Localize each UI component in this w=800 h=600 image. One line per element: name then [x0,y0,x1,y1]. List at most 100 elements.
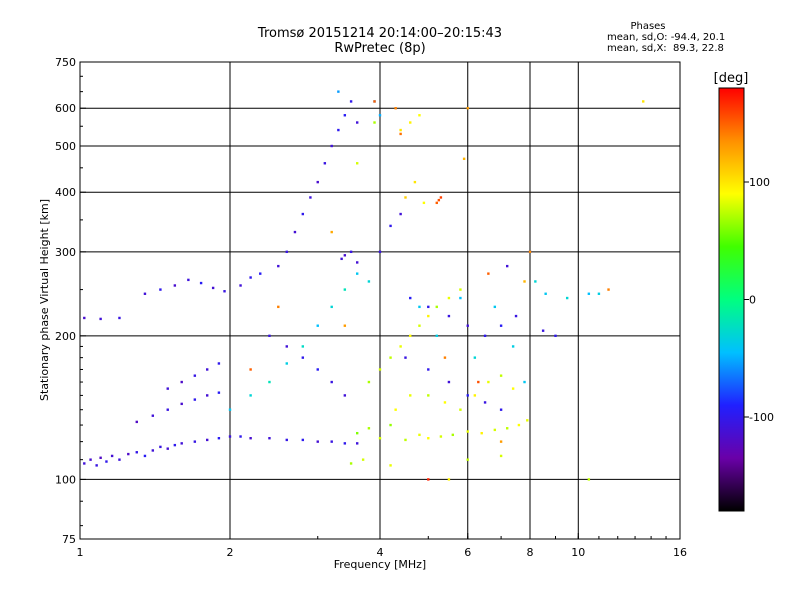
data-point [427,478,430,481]
chart-title: Tromsø 20151214 20:14:00–20:15:43 [257,26,503,41]
data-point [239,284,242,287]
data-point [409,334,412,338]
data-point [268,437,271,440]
data-point [355,431,359,435]
y-tick-label: 100 [55,473,76,486]
colorbar-label: [deg] [714,71,749,86]
data-point [355,442,359,445]
colorbar-gradient [718,87,745,512]
data-point [330,380,333,384]
data-point [447,314,451,318]
data-point [268,334,271,338]
data-point [466,107,469,110]
data-point [437,198,441,202]
data-point [399,132,402,136]
data-point [301,356,305,359]
data-point [404,356,407,359]
data-point [466,430,469,433]
data-point [166,447,169,450]
data-point [499,374,503,377]
data-point [378,250,382,254]
data-point [367,427,371,430]
data-point [459,296,462,300]
data-point [451,433,455,437]
x-tick-label: 10 [571,546,585,559]
data-point [493,428,497,432]
data-point [316,440,319,443]
data-point [151,414,155,417]
data-point [439,196,443,199]
data-point [285,250,288,254]
data-point [166,408,169,411]
data-point [480,431,483,435]
data-point [217,437,221,440]
colorbar-tick-label: -100 [749,411,774,424]
x-tick-labels: 1 2 4 6 8 10 16 [77,546,688,559]
data-point [105,460,108,463]
data-point [180,442,183,445]
data-point [323,162,327,165]
data-point [373,100,376,103]
stats-x-mode: mean, sd,X: 89.3, 22.8 [607,43,724,54]
data-point [487,272,490,275]
data-point [173,443,177,447]
data-point [447,478,451,481]
data-point [343,394,347,397]
data-point [199,281,203,285]
data-point [309,196,312,199]
data-point [418,305,421,309]
data-point [418,433,421,437]
chart-subtitle: RwPretec (8p) [334,41,426,56]
data-point [259,272,262,275]
data-point [99,317,102,321]
data-point [277,264,280,268]
data-point [427,368,430,371]
data-point [462,157,466,161]
data-point [389,464,392,467]
data-point [526,419,529,422]
data-point [268,380,271,384]
data-point [180,380,183,384]
data-point [404,438,407,442]
data-point [511,387,515,390]
x-tick-label: 4 [377,546,384,559]
data-point [523,280,526,283]
data-point [443,401,447,404]
data-point [193,398,197,401]
data-point [159,445,162,449]
data-point [422,201,426,205]
data-point [127,452,130,456]
data-point [418,114,421,117]
data-point [330,305,333,309]
data-point [349,462,353,465]
y-tick-label: 500 [55,140,76,153]
data-point [337,128,340,132]
data-point [409,121,412,124]
data-point [447,380,451,384]
data-point [361,458,365,461]
data-point [249,437,252,440]
data-point [151,449,155,452]
data-point [187,278,190,282]
data-point [301,212,305,216]
data-point [293,230,297,234]
data-point [517,423,521,427]
data-point [180,402,183,406]
data-point [427,314,430,318]
data-point [378,368,382,371]
data-point [330,230,333,234]
colorbar-tick-label: 100 [749,176,770,189]
data-point [143,292,147,295]
stats-o-mode: mean, sd,O: -94.4, 20.1 [607,32,726,43]
data-point [89,458,92,461]
data-point [378,114,382,117]
data-point [239,435,242,438]
x-tick-label: 2 [227,546,234,559]
data-point [587,478,591,481]
data-point [166,387,169,390]
data-point [466,324,469,327]
data-point [285,345,288,348]
data-point [373,121,376,124]
data-point [205,368,209,371]
